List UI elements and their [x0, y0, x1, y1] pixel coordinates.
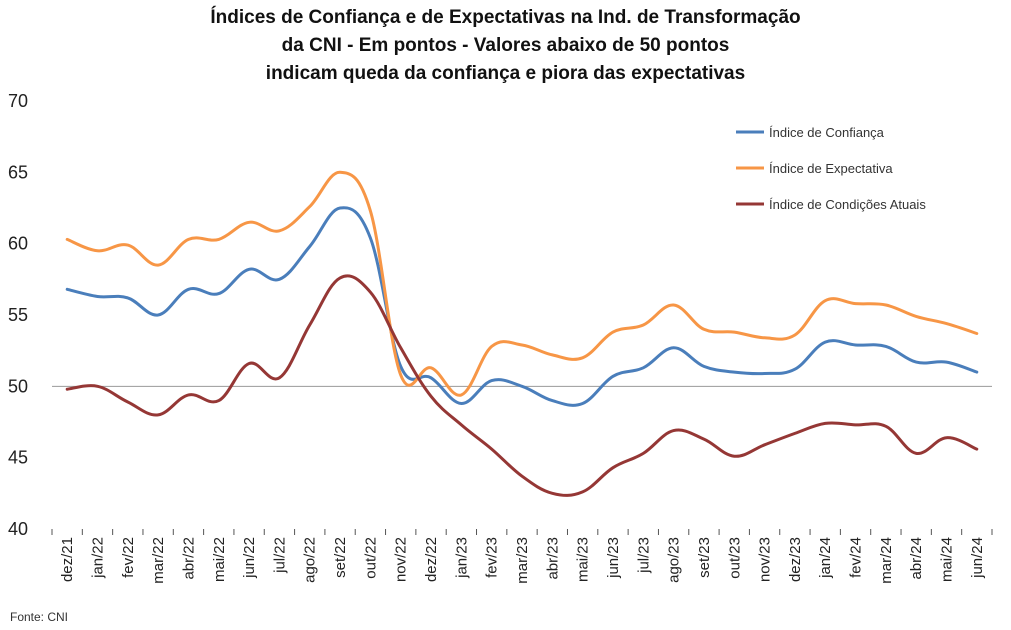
x-tick-label: jan/23 — [453, 537, 470, 579]
x-axis: dez/21 jan/22 fev/22 mar/22 abr/22 mai/22 jun/… — [51, 529, 993, 584]
legend-label: Índice de Expectativa — [769, 161, 893, 176]
y-tick-label: 65 — [8, 162, 28, 182]
x-tick-label: set/22 — [332, 537, 349, 578]
y-tick-label: 40 — [8, 519, 28, 539]
x-tick-label: fev/24 — [848, 537, 865, 578]
x-tick-label: dez/21 — [59, 537, 76, 582]
x-tick-label: mai/23 — [575, 537, 592, 582]
x-tick-label: ago/22 — [302, 537, 319, 583]
x-tick-label: abr/23 — [544, 537, 561, 580]
x-tick-label: dez/23 — [787, 537, 804, 582]
x-tick-label: out/22 — [362, 537, 379, 579]
x-tick-label: out/23 — [726, 537, 743, 579]
x-tick-label: dez/22 — [423, 537, 440, 582]
y-axis-ticks: 40 45 50 55 60 65 70 — [8, 91, 28, 539]
x-tick-label: mar/22 — [150, 537, 167, 584]
y-tick-label: 55 — [8, 305, 28, 325]
legend: Índice de Confiança Índice de Expectativa… — [736, 125, 926, 212]
x-tick-label: fev/22 — [120, 537, 137, 578]
series-line-3 — [65, 274, 979, 497]
x-tick-label: fev/23 — [484, 537, 501, 578]
x-tick-label: mai/24 — [939, 537, 956, 582]
x-tick-label: nov/23 — [757, 537, 774, 582]
chart-title: Índices de Confiança e de Expectativas n… — [0, 4, 1011, 88]
x-tick-label: jul/23 — [635, 537, 652, 574]
x-tick-label: jun/24 — [969, 537, 986, 579]
x-tick-label: mar/23 — [514, 537, 531, 584]
x-tick-label: mai/22 — [211, 537, 228, 582]
series-lines — [65, 170, 979, 497]
x-tick-label: mar/24 — [878, 537, 895, 584]
y-tick-label: 50 — [8, 376, 28, 396]
y-tick-label: 70 — [8, 91, 28, 111]
x-tick-label: ago/23 — [666, 537, 683, 583]
x-tick-label: jan/22 — [89, 537, 106, 579]
source-note: Fonte: CNI — [10, 610, 69, 624]
chart-title-line-2: da CNI - Em pontos - Valores abaixo de 5… — [281, 35, 730, 56]
x-tick-label: jan/24 — [817, 537, 834, 579]
chart-title-line-3: indicam queda da confiança e piora das e… — [265, 63, 746, 84]
series-line-2 — [65, 170, 979, 397]
legend-label: Índice de Condições Atuais — [769, 197, 926, 212]
chart-title-line-1: Índices de Confiança e de Expectativas n… — [210, 7, 801, 28]
x-tick-label: abr/24 — [908, 537, 925, 580]
x-tick-label: abr/22 — [180, 537, 197, 580]
y-tick-label: 60 — [8, 234, 28, 254]
x-tick-label: jun/22 — [241, 537, 258, 579]
y-tick-label: 45 — [8, 448, 28, 468]
x-tick-label: set/23 — [696, 537, 713, 578]
x-tick-label: jul/22 — [271, 537, 288, 574]
series-line-1 — [65, 206, 979, 407]
legend-label: Índice de Confiança — [769, 125, 885, 140]
x-tick-label: nov/22 — [393, 537, 410, 582]
x-tick-label: jun/23 — [605, 537, 622, 579]
